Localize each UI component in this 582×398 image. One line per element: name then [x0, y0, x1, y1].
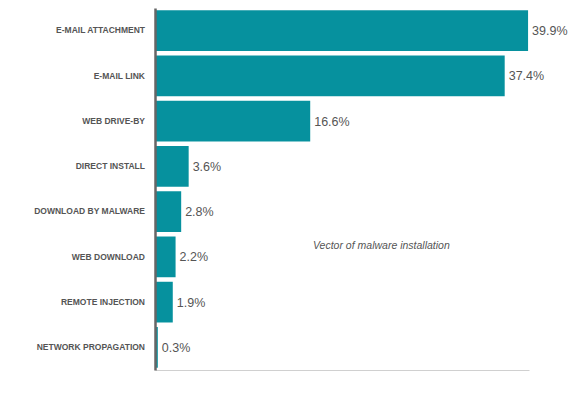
y-axis-line [154, 9, 157, 371]
tick-label: E-MAIL LINK [94, 71, 146, 81]
annotation: Vector of malware installation [313, 239, 450, 251]
tick: DIRECT INSTALL [76, 161, 145, 171]
tick: DOWNLOAD BY MALWARE [34, 206, 145, 216]
bar [155, 191, 181, 232]
data-label: 0.3% [162, 341, 191, 355]
tick-label: DIRECT INSTALL [76, 161, 145, 171]
data-label: 37.4% [509, 69, 544, 83]
tick: E-MAIL LINK [94, 71, 146, 81]
bars [155, 10, 528, 367]
x-axis-line [156, 370, 530, 371]
chart: E-MAIL ATTACHMENT E-MAIL LINK WEB DRIVE-BY… [0, 0, 582, 398]
bar [155, 10, 528, 51]
tick: E-MAIL ATTACHMENT [56, 25, 146, 35]
data-label: 1.9% [177, 296, 206, 310]
tick-label: DOWNLOAD BY MALWARE [34, 206, 145, 216]
tick-label: WEB DRIVE-BY [82, 116, 145, 126]
bar [155, 56, 505, 97]
tick: WEB DOWNLOAD [72, 252, 145, 262]
x-axis [156, 370, 530, 371]
bar [155, 146, 189, 187]
data-label: 16.6% [314, 115, 349, 129]
tick-label: NETWORK PROPAGATION [37, 342, 145, 352]
tick: WEB DRIVE-BY [82, 116, 145, 126]
tick-label: E-MAIL ATTACHMENT [56, 25, 146, 35]
data-label: 39.9% [532, 24, 567, 38]
bar [155, 237, 176, 278]
data-label: 2.2% [180, 250, 209, 264]
data-label: 2.8% [185, 205, 214, 219]
tick-label: WEB DOWNLOAD [72, 252, 145, 262]
data-label: 3.6% [193, 160, 222, 174]
data-labels: 39.9% 37.4% 16.6% 3.6% 2.8% 2.2% 1.9% 0.3% [162, 24, 568, 355]
bar [155, 282, 173, 323]
tick: REMOTE INJECTION [61, 297, 145, 307]
y-axis: E-MAIL ATTACHMENT E-MAIL LINK WEB DRIVE-BY… [34, 9, 155, 371]
tick: NETWORK PROPAGATION [37, 342, 145, 352]
bar [155, 101, 310, 142]
tick-label: REMOTE INJECTION [61, 297, 145, 307]
